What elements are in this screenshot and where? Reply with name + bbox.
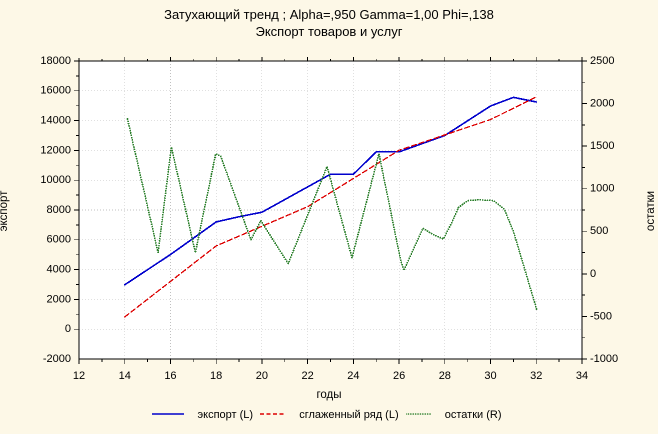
svg-text:0: 0	[590, 268, 596, 280]
svg-text:-2000: -2000	[43, 353, 71, 365]
svg-text:20: 20	[256, 370, 268, 382]
svg-text:30: 30	[484, 370, 496, 382]
svg-text:1000: 1000	[590, 183, 614, 195]
svg-text:1500: 1500	[590, 140, 614, 152]
svg-text:22: 22	[302, 370, 314, 382]
svg-text:500: 500	[590, 225, 608, 237]
svg-text:14000: 14000	[40, 115, 71, 127]
svg-text:16000: 16000	[40, 85, 71, 97]
svg-text:26: 26	[393, 370, 405, 382]
svg-text:2000: 2000	[47, 293, 71, 305]
svg-text:8000: 8000	[47, 204, 71, 216]
svg-text:0: 0	[65, 323, 71, 335]
svg-text:12: 12	[73, 370, 85, 382]
svg-text:2500: 2500	[590, 55, 614, 67]
svg-text:16: 16	[164, 370, 176, 382]
svg-text:18: 18	[210, 370, 222, 382]
svg-text:12000: 12000	[40, 144, 71, 156]
svg-text:2000: 2000	[590, 97, 614, 109]
svg-text:24: 24	[347, 370, 359, 382]
svg-text:18000: 18000	[40, 55, 71, 67]
svg-text:4000: 4000	[47, 264, 71, 276]
svg-text:6000: 6000	[47, 234, 71, 246]
svg-text:10000: 10000	[40, 174, 71, 186]
svg-text:-1000: -1000	[590, 353, 618, 365]
svg-text:32: 32	[530, 370, 542, 382]
svg-text:14: 14	[119, 370, 131, 382]
svg-text:-500: -500	[590, 310, 612, 322]
svg-text:28: 28	[439, 370, 451, 382]
svg-text:34: 34	[576, 370, 588, 382]
